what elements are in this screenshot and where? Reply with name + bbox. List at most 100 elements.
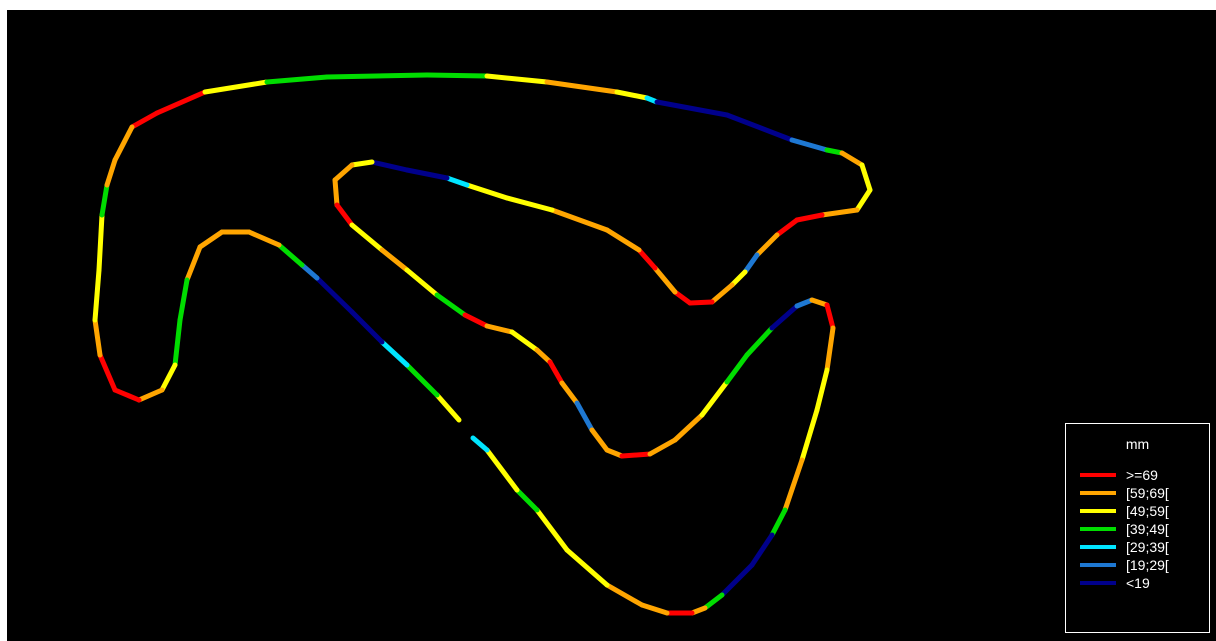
- legend-title: mm: [1125, 436, 1150, 452]
- track-segment: [92, 267, 102, 323]
- track-segment: [574, 400, 595, 433]
- track-segment: [799, 407, 820, 463]
- track-segment: [639, 602, 670, 616]
- track-segment: [424, 72, 490, 79]
- track-segment: [104, 157, 118, 188]
- track-segment: [824, 147, 845, 156]
- track-segment: [819, 207, 860, 218]
- legend-swatch: [1080, 527, 1116, 531]
- track-segment: [264, 74, 330, 85]
- track-segment: [379, 247, 410, 273]
- legend: mm >=69 [59;69[ [49;59[ [39;49[ [29;39[ …: [1065, 423, 1210, 633]
- track-segment: [619, 451, 653, 459]
- legend-item-49-59: [49;59[: [1080, 502, 1205, 520]
- legend-label: [29;39[: [1126, 539, 1169, 555]
- legend-label: [19;29[: [1126, 557, 1169, 573]
- track-segment: [334, 202, 355, 228]
- track-segment: [614, 89, 650, 101]
- legend-swatch: [1080, 563, 1116, 567]
- track-segment: [769, 507, 788, 538]
- legend-label: <19: [1126, 575, 1150, 591]
- track-segment: [97, 352, 118, 393]
- track-segment: [647, 437, 678, 457]
- track-segment: [724, 352, 750, 385]
- legend-label: [59;69[: [1126, 485, 1169, 501]
- track-segment: [687, 299, 715, 306]
- track-segment: [672, 412, 705, 443]
- track-segment: [854, 187, 873, 213]
- track-segment: [444, 175, 470, 188]
- track-segment: [742, 252, 760, 275]
- track-segment: [774, 217, 800, 238]
- track-segment: [404, 362, 440, 398]
- track-segment: [379, 339, 410, 368]
- track-segment: [112, 387, 142, 403]
- track-segment: [824, 302, 836, 331]
- track-segment: [547, 359, 565, 386]
- track-segment: [197, 229, 225, 250]
- legend-item-19-29: [19;29[: [1080, 556, 1205, 574]
- track-segment: [719, 562, 755, 598]
- track-segment: [699, 379, 730, 418]
- track-segment: [794, 212, 825, 223]
- track-segment: [484, 73, 550, 85]
- track-segment: [99, 182, 110, 218]
- track-segment: [564, 547, 610, 588]
- legend-item-29-39: [29;39[: [1080, 538, 1205, 556]
- track-segment: [724, 112, 795, 143]
- track-segment: [559, 380, 580, 406]
- track-segment: [314, 275, 355, 315]
- track-segment: [709, 282, 735, 305]
- track-segment: [177, 277, 190, 323]
- track-segment: [589, 427, 610, 453]
- track-segment: [504, 195, 555, 213]
- track-segment: [349, 222, 385, 253]
- track-segment: [96, 212, 105, 273]
- track-segment: [754, 232, 780, 258]
- legend-item-ge69: >=69: [1080, 466, 1205, 484]
- track-segment: [332, 162, 355, 183]
- track-segment: [404, 167, 450, 181]
- track-segment: [332, 177, 340, 208]
- legend-swatch: [1080, 473, 1116, 477]
- track-segment: [434, 392, 462, 423]
- legend-swatch: [1080, 581, 1116, 585]
- track-segment: [136, 387, 165, 403]
- track-segment: [434, 292, 468, 318]
- track-segment: [729, 269, 748, 288]
- track-segment: [154, 89, 208, 116]
- track-segment: [782, 457, 805, 513]
- track-segment: [92, 317, 103, 358]
- track-segment: [462, 312, 490, 329]
- legend-item-59-69: [59;69[: [1080, 484, 1205, 502]
- track-segment: [464, 182, 510, 201]
- track-segment: [534, 507, 570, 553]
- track-segment: [324, 72, 430, 80]
- track-segment: [470, 435, 490, 453]
- track-segment: [276, 242, 305, 268]
- legend-swatch: [1080, 491, 1116, 495]
- legend-label: [49;59[: [1126, 503, 1169, 519]
- track-segment: [636, 247, 658, 271]
- track-segment: [702, 592, 725, 611]
- track-segment: [824, 325, 836, 373]
- track-segment: [744, 325, 775, 358]
- track-segment: [246, 229, 282, 248]
- track-segment: [604, 447, 625, 459]
- track-segment: [604, 227, 642, 253]
- track-segment: [369, 159, 410, 173]
- track-segment: [859, 162, 873, 193]
- track-plot-area: mm >=69 [59;69[ [49;59[ [39;49[ [29;39[ …: [7, 10, 1216, 641]
- track-segment: [129, 110, 160, 130]
- track-segment: [604, 582, 645, 608]
- track-segment: [349, 159, 375, 168]
- track-segment: [172, 317, 183, 368]
- track-segment: [814, 367, 830, 413]
- legend-label: >=69: [1126, 467, 1158, 483]
- legend-item-lt19: <19: [1080, 574, 1205, 592]
- track-segment: [839, 150, 865, 168]
- track-segment: [184, 244, 203, 283]
- track-segment: [299, 262, 320, 281]
- track-segment: [404, 267, 440, 298]
- track-segment: [544, 79, 620, 95]
